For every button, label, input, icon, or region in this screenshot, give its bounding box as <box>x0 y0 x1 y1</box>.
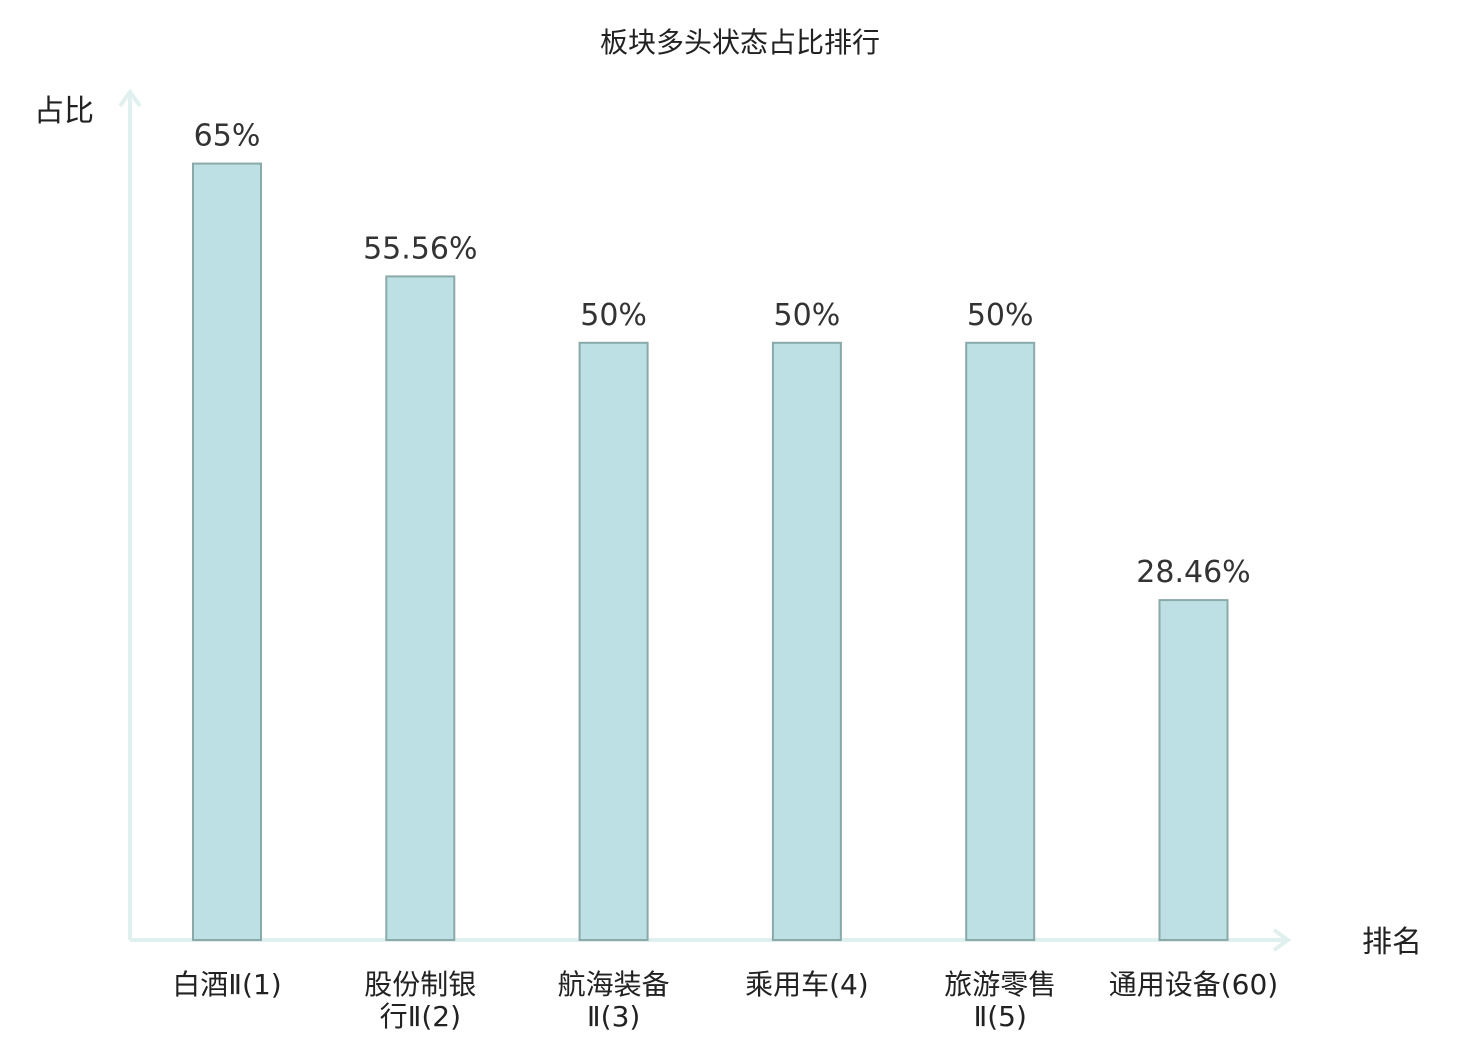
chart-title: 板块多头状态占比排行 <box>600 26 880 59</box>
category-label: 股份制银 <box>364 968 476 1001</box>
bar-value-label: 65% <box>194 119 261 154</box>
bars-group <box>192 162 1229 942</box>
bar-value-label: 28.46% <box>1136 555 1250 590</box>
x-axis-label: 排名 <box>1362 925 1422 960</box>
y-axis-arrow-icon <box>118 88 142 108</box>
bar <box>965 341 1036 941</box>
bar-value-label: 50% <box>774 298 841 333</box>
bar-value-label: 55.56% <box>363 231 477 266</box>
category-label: Ⅱ(3) <box>587 1000 640 1033</box>
category-label: 航海装备 <box>558 968 670 1001</box>
y-axis-label: 占比 <box>34 94 94 129</box>
x-axis-arrow-icon <box>1272 928 1292 952</box>
bar <box>578 341 649 941</box>
category-label: 乘用车(4) <box>745 968 869 1001</box>
bar-value-label: 50% <box>967 298 1034 333</box>
category-label: 白酒Ⅱ(1) <box>172 968 281 1001</box>
category-label: 通用设备(60) <box>1109 968 1278 1001</box>
bar <box>385 275 456 941</box>
category-label: 旅游零售 <box>944 968 1056 1001</box>
bar <box>771 341 842 941</box>
category-label: Ⅱ(5) <box>973 1000 1026 1033</box>
category-label: 行Ⅱ(2) <box>380 1000 461 1033</box>
value-labels-group: 65% 55.56% 50% 50% 50% 28.46% <box>194 119 1251 590</box>
bar-value-label: 50% <box>580 298 647 333</box>
bar <box>192 162 262 942</box>
bar <box>1158 599 1229 941</box>
